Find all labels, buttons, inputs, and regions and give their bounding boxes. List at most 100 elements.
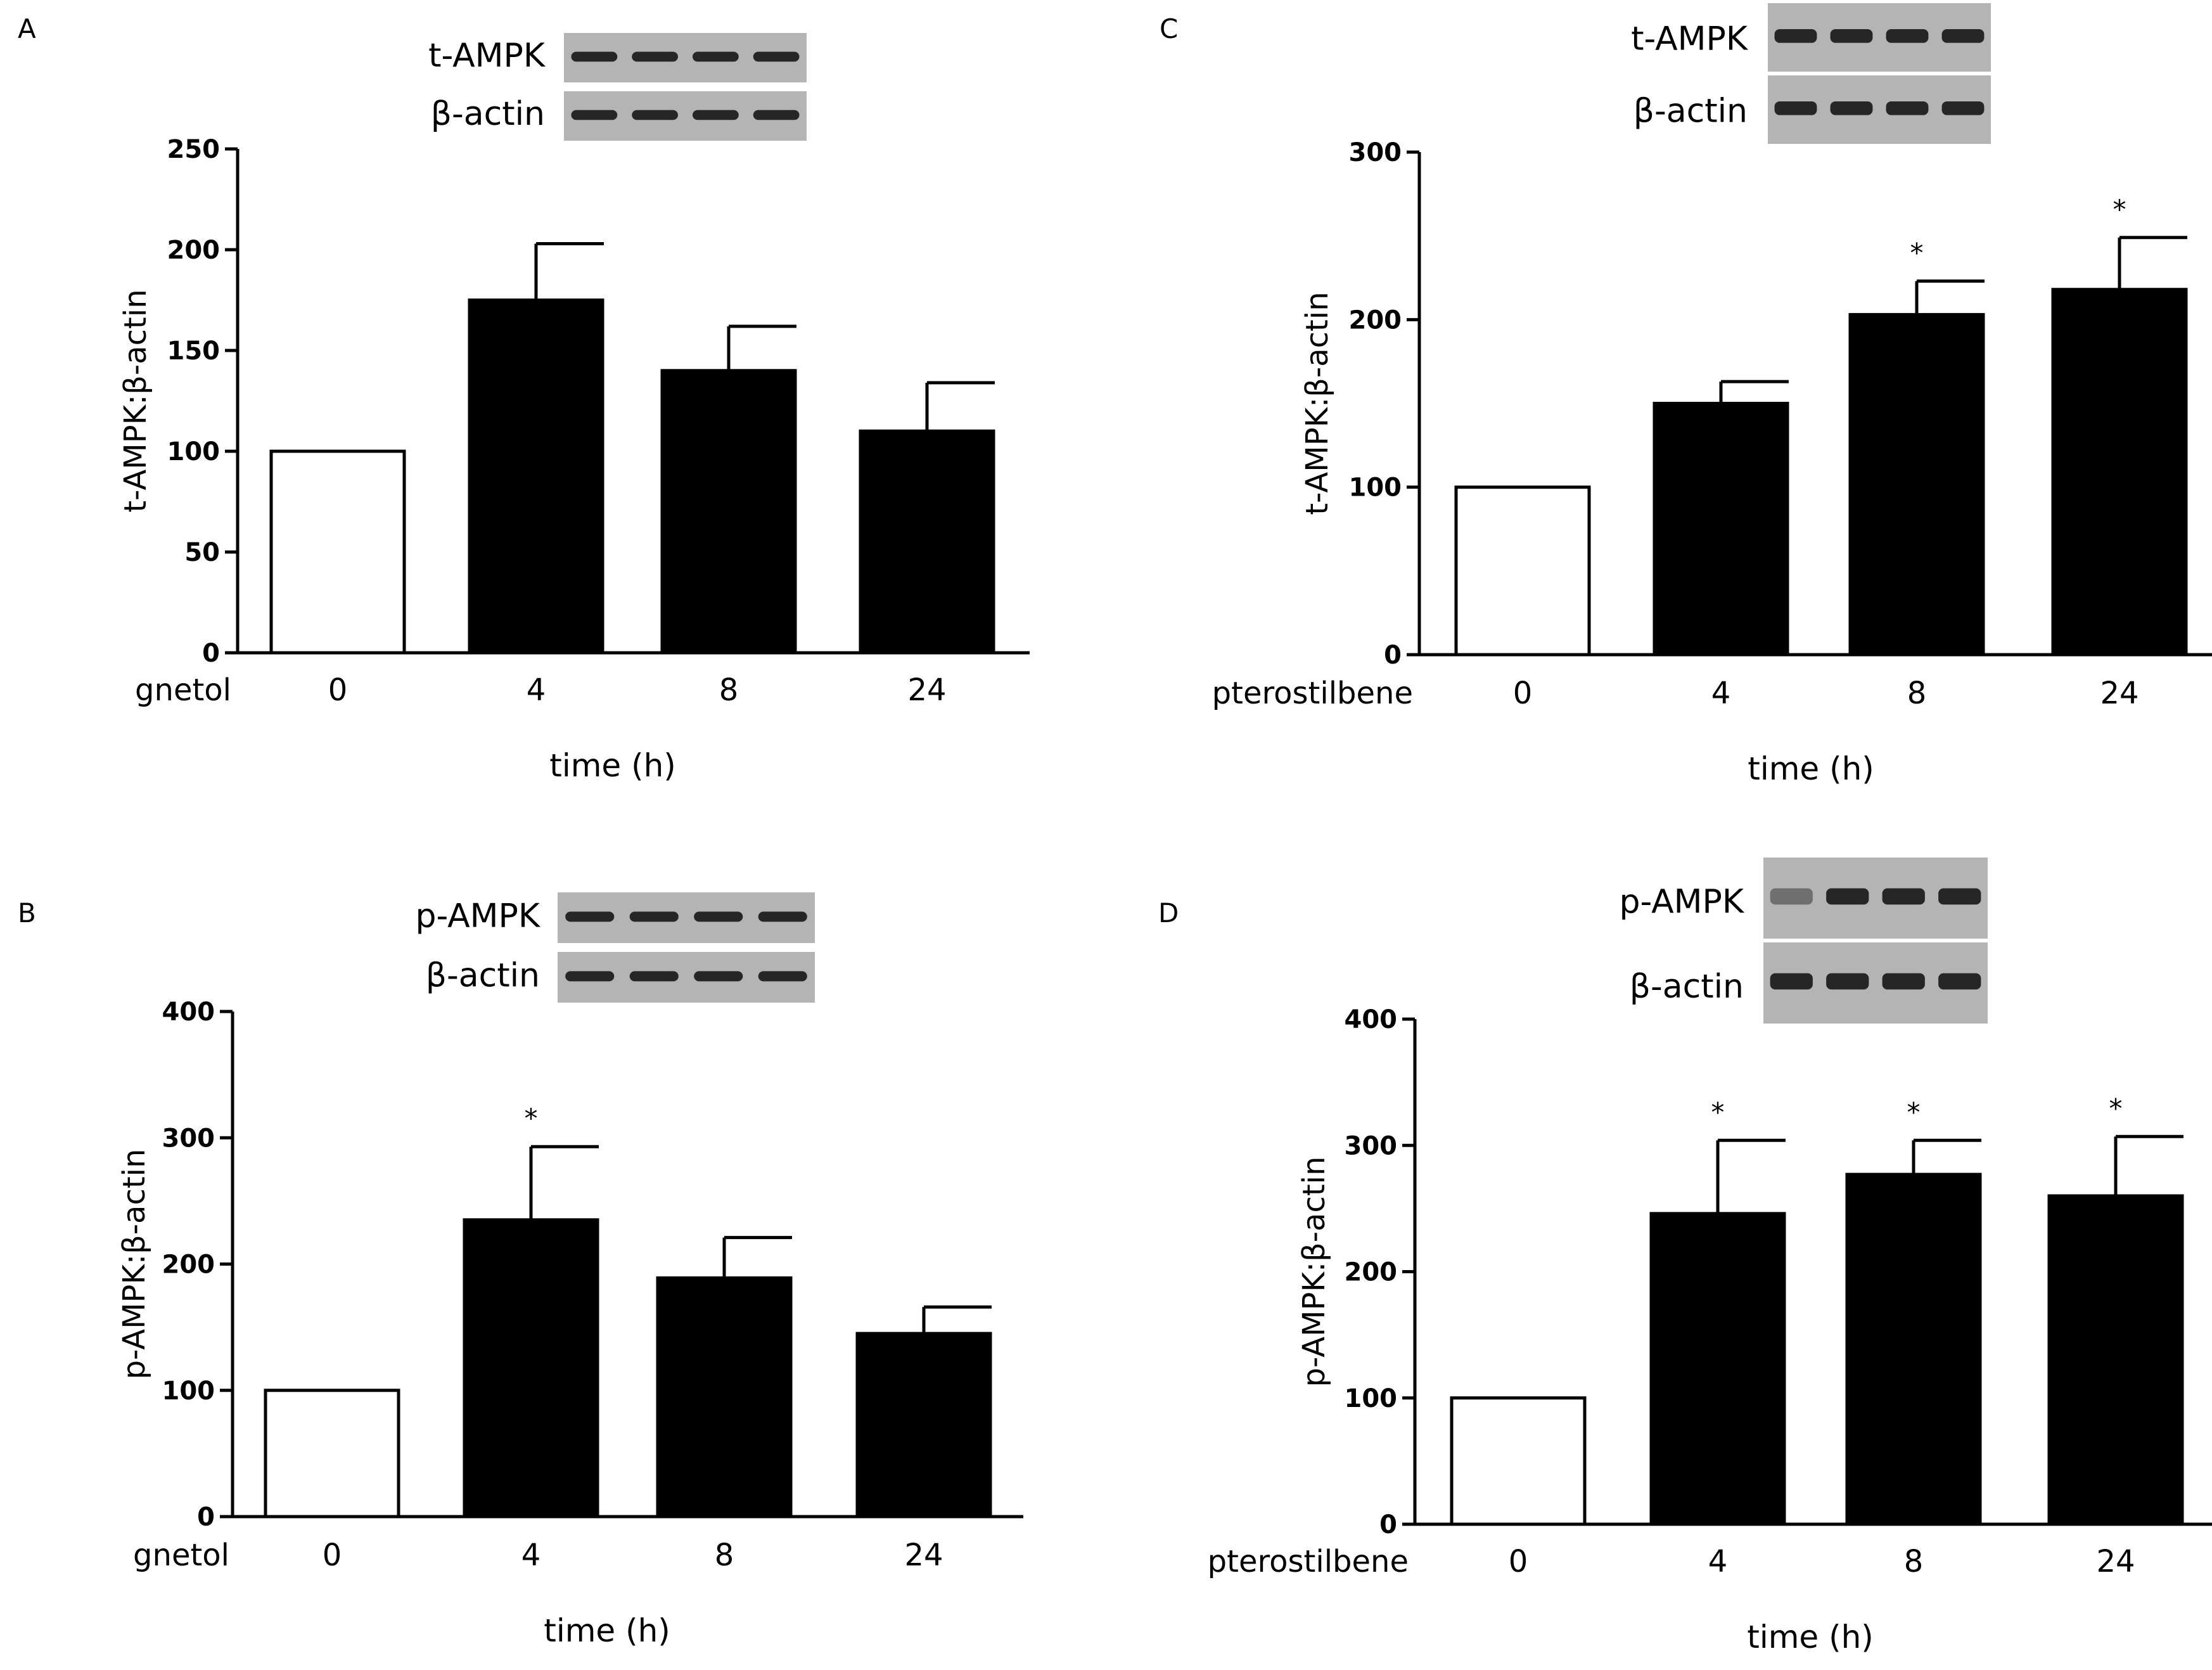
panel-d: D 0 100 200 300 400 p-AMPK:β-actin 0 * 4 * 8 * 24 pter…: [1158, 857, 2212, 1655]
panel-b-bar-8h: [656, 1276, 793, 1519]
panel-a-bar-0h: [269, 449, 406, 655]
panel-b-bar-0h: [264, 1389, 400, 1519]
panel-b-x-label: time (h): [544, 1612, 670, 1649]
panel-a-bar-8h: [660, 369, 797, 655]
panel-c-treatment-label: pterostilbene: [1212, 676, 1413, 711]
panel-b-ytick-label: 200: [162, 1250, 215, 1280]
panel-d-significance-star: *: [1711, 1096, 1725, 1127]
panel-c-ytick-label: 0: [1384, 641, 1402, 670]
panel-b-ytick-label: 100: [162, 1377, 215, 1406]
panel-a-blot-band: [692, 110, 739, 120]
panel-a-blot-band: [632, 51, 679, 62]
panel-a-category-label: 24: [907, 672, 946, 708]
panel-a-y-label: t-AMPK:β-actin: [118, 289, 153, 512]
panel-b-bar-4h: [463, 1218, 599, 1519]
panel-a-blot-band: [753, 51, 800, 62]
panel-a-blot-band: [753, 110, 800, 120]
panel-d-blot-band: [1882, 888, 1925, 905]
panel-d-blot-band: [1938, 888, 1981, 905]
panel-d-ytick-label: 300: [1345, 1131, 1398, 1160]
panel-b-ytick-label: 0: [197, 1503, 215, 1532]
panel-c-bar-8h: [1848, 312, 1985, 657]
panel-c-blot-band: [1886, 101, 1929, 115]
panel-c-bar-0h: [1454, 485, 1591, 657]
panel-c-blot-band: [1774, 101, 1817, 115]
panel-a-category-label: 8: [719, 672, 739, 708]
panel-c-blot-label: β-actin: [1633, 92, 1748, 130]
panel-d-category-label: 0: [1509, 1544, 1528, 1579]
panel-c-significance-star: *: [1910, 238, 1924, 269]
panel-b-blot-band: [565, 971, 615, 982]
panel-c-ytick-label: 200: [1349, 305, 1402, 335]
panel-a-blot-band: [571, 110, 618, 120]
panel-c-letter: C: [1160, 13, 1178, 44]
panel-c-significance-star: *: [2113, 194, 2126, 225]
panel-b-y-label: p-AMPK:β-actin: [117, 1149, 152, 1380]
panel-d-blot-band: [1826, 888, 1869, 905]
panel-c-y-label: t-AMPK:β-actin: [1300, 292, 1335, 515]
panel-b-category-label: 4: [521, 1538, 541, 1573]
panel-d-category-label: 4: [1708, 1544, 1728, 1579]
panel-d-significance-star: *: [2109, 1093, 2123, 1124]
panel-d-blot-label: p-AMPK: [1619, 883, 1744, 921]
panel-c-x-label: time (h): [1748, 750, 1874, 787]
panel-a-blot-label: t-AMPK: [428, 37, 546, 75]
panel-d-category-label: 8: [1904, 1544, 1924, 1579]
panel-d-bar-8h: [1845, 1172, 1982, 1526]
panel-a-ytick-label: 0: [202, 639, 220, 668]
panel-b-category-label: 24: [904, 1538, 943, 1573]
panel-c-bar-24h: [2051, 288, 2188, 657]
panel-c-category-label: 24: [2100, 676, 2138, 711]
panel-a-category-label: 4: [527, 672, 546, 708]
panel-b-treatment-label: gnetol: [133, 1538, 229, 1573]
panel-c-blot-band: [1886, 29, 1929, 43]
panel-d-bar-24h: [2047, 1194, 2184, 1526]
panel-b-letter: B: [18, 897, 36, 928]
panel-b-ytick-label: 300: [162, 1124, 215, 1153]
panel-d-y-label: p-AMPK:β-actin: [1296, 1157, 1332, 1387]
panel-d-treatment-label: pterostilbene: [1208, 1544, 1409, 1579]
panel-a-blot-band: [692, 51, 739, 62]
panel-b-blot-band: [758, 971, 807, 982]
panel-c-blot-band: [1774, 29, 1817, 43]
panel-b-blot-band: [629, 911, 679, 922]
panel-b-bar-24h: [855, 1332, 992, 1519]
panel-c-blot-band: [1830, 101, 1873, 115]
panel-c-blot-band: [1941, 29, 1985, 43]
panel-c-category-label: 4: [1711, 676, 1731, 711]
panel-d-ytick-label: 200: [1345, 1258, 1398, 1287]
panel-d-letter: D: [1158, 897, 1179, 928]
panel-b-blot-band: [629, 971, 679, 982]
panel-b-blot-band: [694, 911, 743, 922]
panel-d-blot-band: [1882, 973, 1925, 990]
panel-b-blot-band: [694, 971, 743, 982]
panel-b-category-label: 8: [715, 1538, 734, 1573]
panel-c-category-label: 8: [1907, 676, 1927, 711]
panel-d-significance-star: *: [1907, 1096, 1921, 1127]
panel-d-ytick-label: 400: [1345, 1005, 1398, 1034]
panel-a-ytick-label: 50: [184, 538, 220, 567]
panel-a-blot-band: [632, 110, 679, 120]
panel-c-blot-label: t-AMPK: [1631, 20, 1749, 58]
panel-c-blot-band: [1830, 29, 1873, 43]
panel-a-blot-label: β-actin: [431, 95, 545, 133]
panel-a: A 0 50 100 150 200 250 t-AMPK:β-actin 0 4 8 24 gneto…: [18, 13, 1030, 784]
panel-d-blot-label: β-actin: [1630, 968, 1744, 1006]
panel-b-ytick-label: 400: [162, 998, 215, 1027]
panel-c-blot-band: [1941, 101, 1985, 115]
panel-c-bar-4h: [1653, 402, 1789, 657]
panel-a-ytick-label: 150: [167, 337, 221, 366]
panel-c-category-label: 0: [1513, 676, 1533, 711]
panel-a-ytick-label: 200: [167, 236, 221, 265]
panel-a-treatment-label: gnetol: [135, 672, 231, 708]
panel-c-ytick-label: 300: [1349, 138, 1402, 167]
panel-d-bar-0h: [1450, 1396, 1587, 1526]
panel-b-blot-band: [758, 911, 807, 922]
panel-d-blot-band: [1938, 973, 1981, 990]
panel-b-blot-band: [565, 911, 615, 922]
panel-b-category-label: 0: [323, 1538, 342, 1573]
panel-d-bar-4h: [1649, 1212, 1786, 1526]
panel-d-blot-band: [1770, 973, 1813, 990]
panel-a-bar-4h: [468, 299, 604, 655]
